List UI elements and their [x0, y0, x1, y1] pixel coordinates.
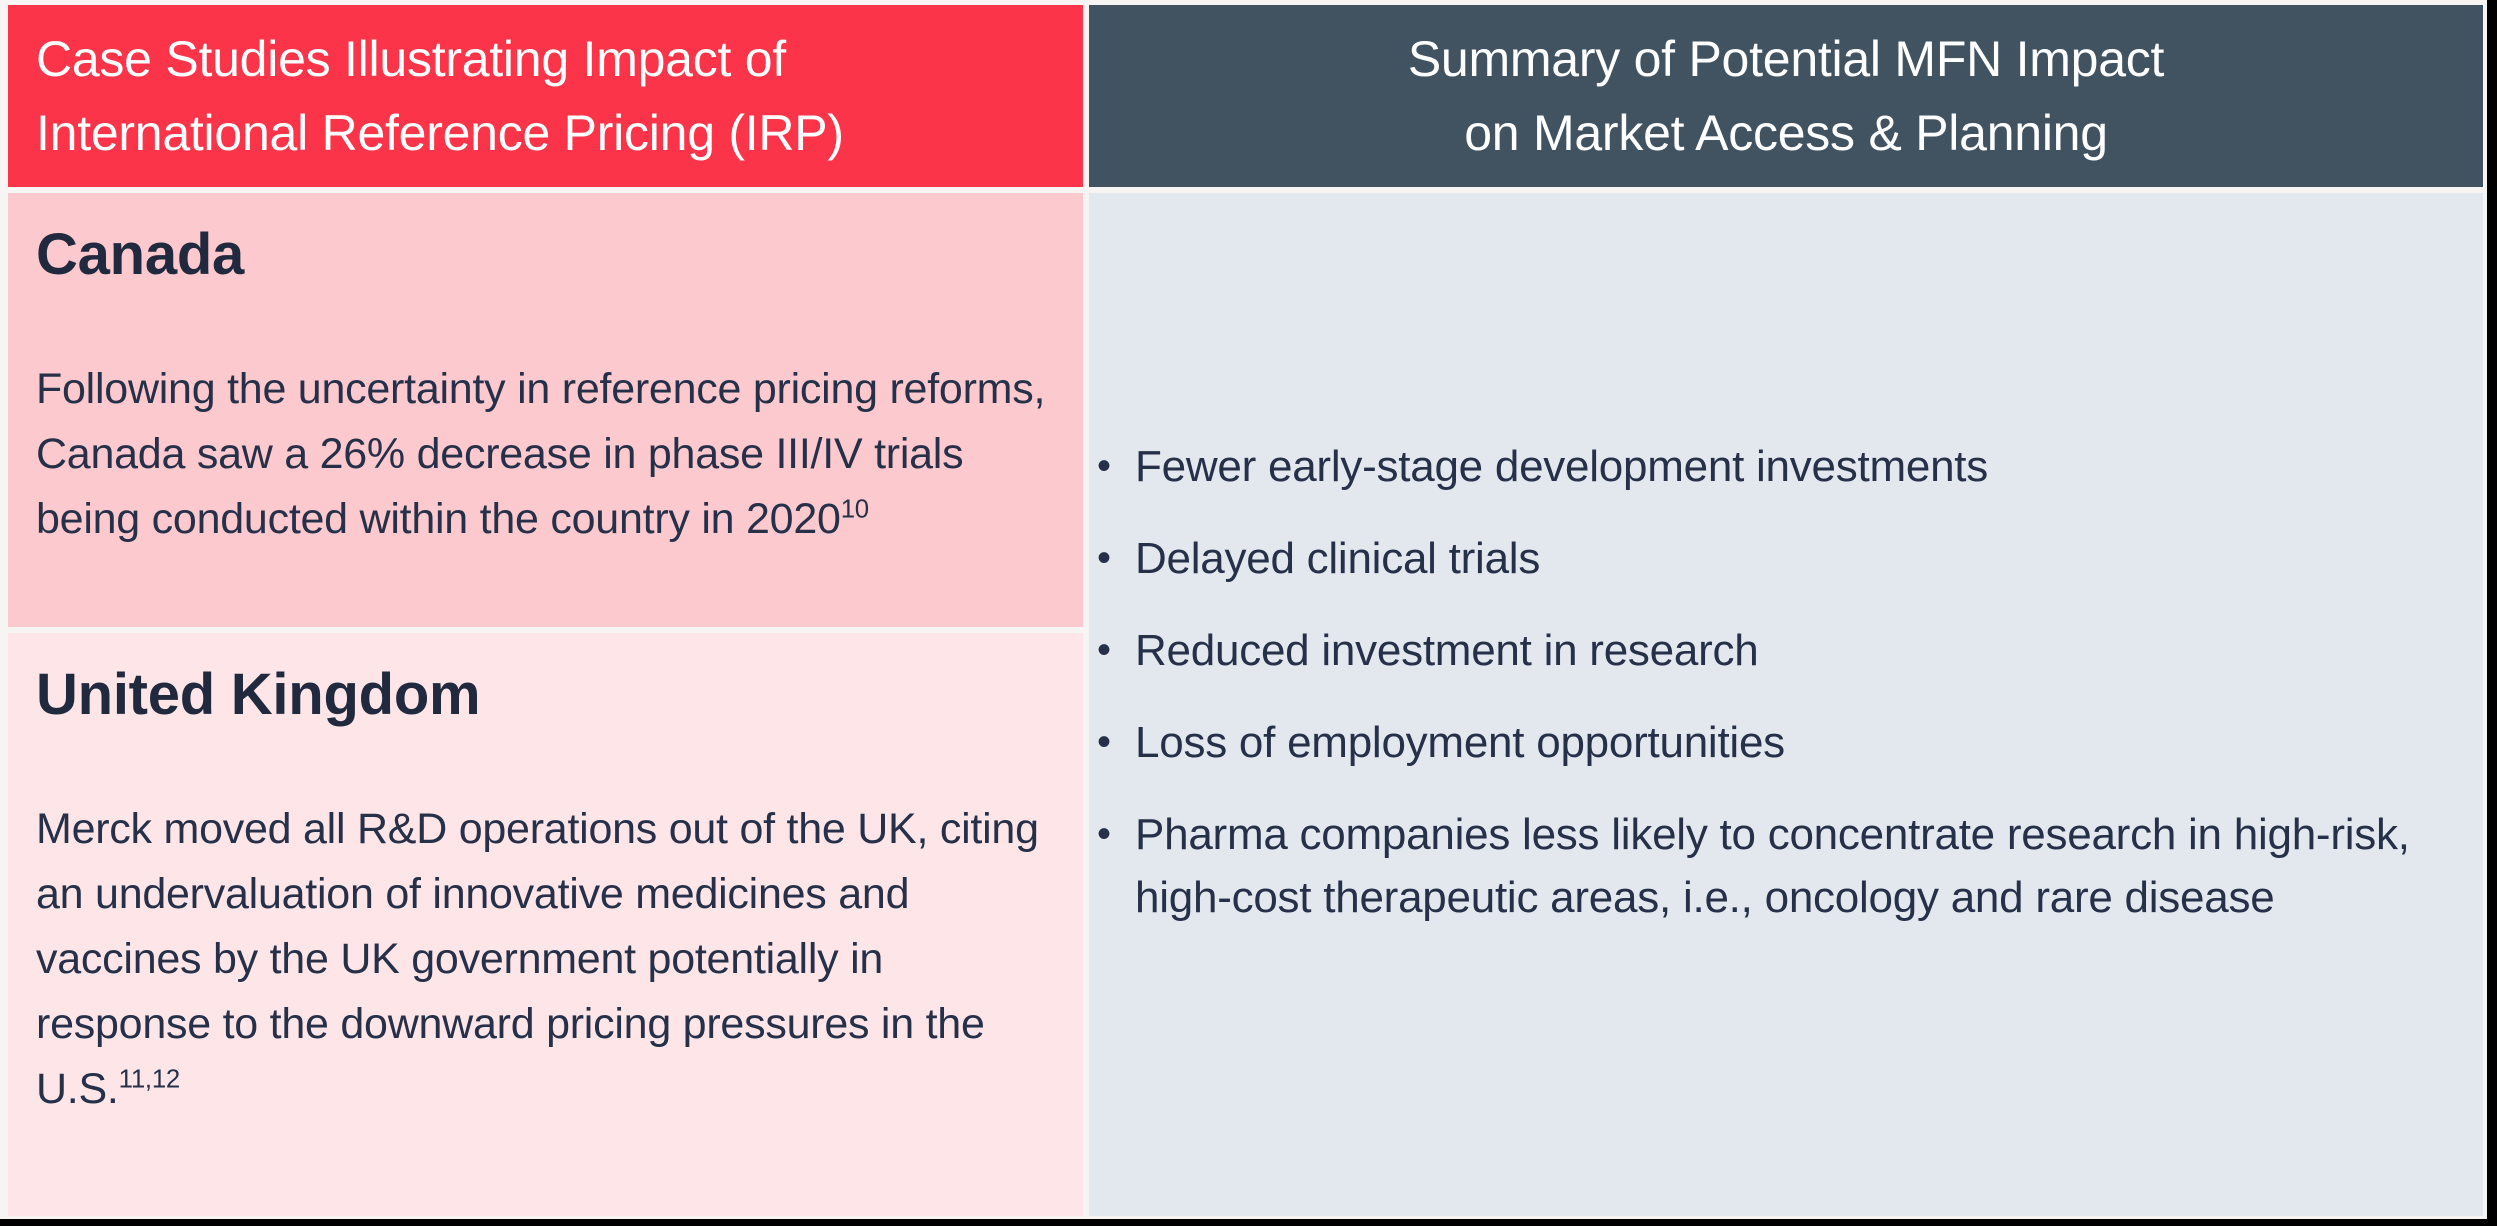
bullet-item: • Loss of employment opportunities — [1089, 711, 2430, 774]
uk-case-panel: United Kingdom Merck moved all R&D opera… — [8, 633, 1083, 1216]
bullet-icon: • — [1097, 720, 1111, 764]
mfn-impact-panel: • Fewer early-stage development investmen… — [1089, 193, 2483, 1216]
canada-citation-superscript: 10 — [840, 495, 869, 524]
bullet-text: Pharma companies less likely to concentr… — [1135, 810, 2410, 922]
bullet-icon: • — [1097, 444, 1111, 488]
bullet-text: Reduced investment in research — [1135, 626, 1759, 675]
bullet-text: Loss of employment opportunities — [1135, 718, 1785, 767]
bullet-icon: • — [1097, 536, 1111, 580]
bullet-item: • Reduced investment in research — [1089, 619, 2430, 682]
bullet-icon: • — [1097, 628, 1111, 672]
mfn-header-cell: Summary of Potential MFN Impact on Marke… — [1089, 5, 2483, 187]
uk-case-body: Merck moved all R&D operations out of th… — [36, 805, 1039, 1113]
canada-case-panel: Canada Following the uncertainty in refe… — [8, 193, 1083, 627]
bullet-text: Fewer early-stage development investment… — [1135, 442, 1989, 491]
irp-header-line-2: International Reference Pricing (IRP) — [36, 105, 844, 161]
irp-header-line-1: Case Studies Illustrating Impact of — [36, 31, 786, 87]
uk-case-text: Merck moved all R&D operations out of th… — [36, 797, 1055, 1122]
bullet-icon: • — [1097, 812, 1111, 856]
mfn-header-line-2: on Market Access & Planning — [1464, 105, 2108, 161]
canada-case-text: Following the uncertainty in reference p… — [36, 357, 1055, 552]
bullet-item: • Fewer early-stage development investmen… — [1089, 435, 2430, 498]
mfn-header-line-1: Summary of Potential MFN Impact — [1407, 31, 2165, 87]
canada-case-body: Following the uncertainty in reference p… — [36, 365, 1046, 543]
bullet-text: Delayed clinical trials — [1135, 534, 1541, 583]
uk-heading: United Kingdom — [36, 662, 481, 727]
irp-header-cell: Case Studies Illustrating Impact of Inte… — [8, 5, 1083, 187]
bullet-item: • Delayed clinical trials — [1089, 527, 2430, 590]
comparison-table: Case Studies Illustrating Impact of Inte… — [8, 5, 2483, 1216]
mfn-bullet-list: • Fewer early-stage development investmen… — [1089, 435, 2443, 929]
canada-heading: Canada — [36, 222, 245, 287]
uk-citation-superscript: 11,12 — [118, 1065, 181, 1094]
bullet-item: • Pharma companies less likely to concent… — [1089, 803, 2430, 929]
